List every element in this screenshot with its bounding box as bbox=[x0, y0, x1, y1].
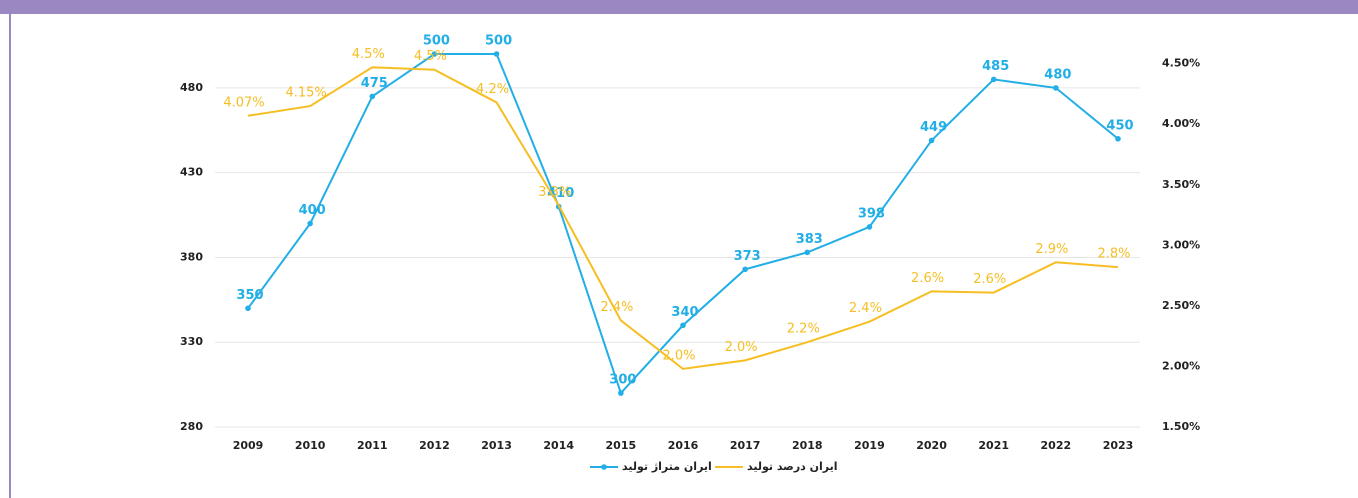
y2-tick-label: 2.00% bbox=[1162, 359, 1200, 372]
x-tick-label: 2018 bbox=[792, 439, 823, 452]
point bbox=[866, 224, 873, 230]
point bbox=[680, 322, 686, 329]
y-tick-label: 380 bbox=[180, 250, 203, 263]
x-tick-label: 2022 bbox=[1041, 439, 1072, 452]
y2-tick-label: 3.00% bbox=[1162, 238, 1200, 251]
value-label: 2.6% bbox=[911, 271, 944, 286]
y2-tick-label: 3.50% bbox=[1162, 178, 1200, 191]
value-label: 485 bbox=[982, 59, 1009, 74]
x-tick-label: 2009 bbox=[233, 439, 264, 452]
x-tick-label: 2017 bbox=[730, 439, 761, 452]
value-label: 2.9% bbox=[1035, 242, 1068, 257]
value-label: 400 bbox=[299, 203, 326, 218]
value-label: 2.2% bbox=[787, 322, 820, 337]
value-label: 2.0% bbox=[662, 348, 695, 363]
x-tick-label: 2011 bbox=[357, 439, 388, 452]
value-label: 373 bbox=[734, 249, 761, 264]
x-tick-label: 2015 bbox=[606, 439, 637, 452]
value-label: 2.0% bbox=[725, 340, 758, 355]
value-label: 4.07% bbox=[223, 95, 264, 110]
y-tick-label: 430 bbox=[180, 166, 203, 179]
y-tick-label: 330 bbox=[180, 335, 203, 348]
point bbox=[990, 76, 997, 83]
x-tick-label: 2016 bbox=[668, 439, 699, 452]
top-bar bbox=[0, 0, 1358, 14]
x-tick-label: 2019 bbox=[854, 439, 885, 452]
value-label: 450 bbox=[1106, 118, 1133, 133]
value-label: 383 bbox=[796, 232, 823, 247]
y2-tick-label: 1.50% bbox=[1162, 420, 1200, 433]
value-label: 2.8% bbox=[1097, 247, 1130, 262]
x-tick-label: 2020 bbox=[916, 439, 947, 452]
value-label: 2.4% bbox=[600, 300, 633, 315]
value-label: 350 bbox=[236, 288, 263, 303]
value-label: 480 bbox=[1044, 67, 1071, 82]
value-label: 3.3% bbox=[538, 185, 571, 200]
y2-tick-label: 4.50% bbox=[1162, 57, 1200, 70]
value-label: 340 bbox=[671, 305, 698, 320]
value-label: 4.15% bbox=[285, 86, 326, 101]
value-label: 4.2% bbox=[476, 82, 509, 97]
y-tick-label: 280 bbox=[180, 420, 203, 433]
x-tick-label: 2021 bbox=[978, 439, 1009, 452]
point bbox=[928, 137, 935, 144]
x-tick-label: 2013 bbox=[481, 439, 512, 452]
y2-tick-label: 4.00% bbox=[1162, 117, 1200, 130]
point bbox=[1115, 135, 1121, 142]
left-border bbox=[9, 14, 11, 498]
x-tick-label: 2023 bbox=[1103, 439, 1134, 452]
x-tick-label: 2012 bbox=[419, 439, 450, 452]
value-label: 4.5% bbox=[352, 47, 385, 62]
x-tick-label: 2014 bbox=[543, 439, 574, 452]
value-label: 500 bbox=[423, 34, 450, 49]
point bbox=[742, 266, 748, 273]
value-label: 2.4% bbox=[849, 301, 882, 316]
point bbox=[1053, 85, 1059, 91]
point bbox=[804, 249, 811, 256]
value-label: 398 bbox=[858, 206, 885, 221]
value-label: 500 bbox=[485, 34, 512, 49]
legend-label: ایران درصد تولید bbox=[747, 460, 838, 473]
x-tick-label: 2010 bbox=[295, 439, 326, 452]
point bbox=[431, 51, 438, 57]
series-line bbox=[247, 66, 1119, 370]
legend-marker bbox=[601, 464, 607, 470]
y-tick-label: 480 bbox=[180, 81, 203, 94]
y2-tick-label: 2.50% bbox=[1162, 299, 1200, 312]
value-label: 449 bbox=[920, 120, 947, 135]
point bbox=[369, 93, 376, 100]
value-label: 2.6% bbox=[973, 272, 1006, 287]
value-label: 475 bbox=[361, 76, 388, 91]
value-label: 300 bbox=[609, 373, 636, 388]
point bbox=[307, 220, 313, 227]
point bbox=[493, 51, 500, 57]
value-label: 4.5% bbox=[414, 49, 447, 64]
point bbox=[618, 390, 624, 396]
legend-label: ایران متراژ تولید bbox=[622, 460, 712, 473]
point bbox=[245, 305, 251, 312]
